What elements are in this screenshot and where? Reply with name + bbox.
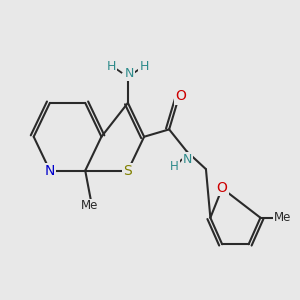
Text: H: H bbox=[170, 160, 179, 173]
Text: S: S bbox=[124, 164, 132, 178]
Text: H: H bbox=[140, 60, 149, 73]
Text: Me: Me bbox=[274, 211, 291, 224]
Text: N: N bbox=[45, 164, 55, 178]
Text: Me: Me bbox=[81, 200, 98, 212]
Text: O: O bbox=[217, 181, 228, 195]
Text: H: H bbox=[107, 60, 116, 73]
Text: N: N bbox=[183, 153, 192, 166]
Text: O: O bbox=[176, 89, 186, 103]
Text: N: N bbox=[125, 67, 134, 80]
